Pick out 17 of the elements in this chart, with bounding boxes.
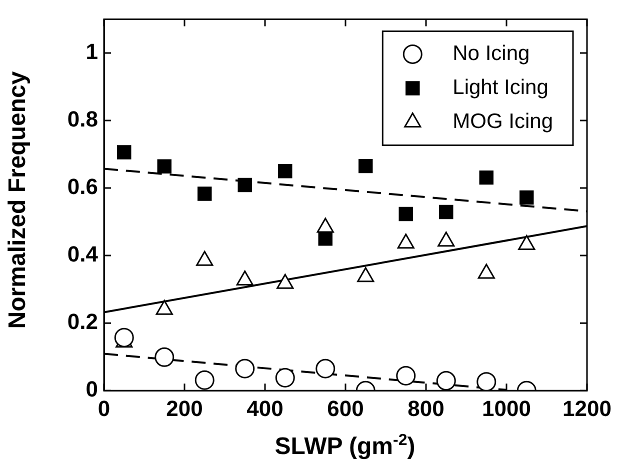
y-tick-label: 0.8 <box>67 106 98 132</box>
y-axis-title: Normalized Frequency <box>4 71 32 329</box>
y-tick-label: 1 <box>86 39 98 64</box>
legend-label: MOG Icing <box>452 110 554 133</box>
x-tick-label: 600 <box>327 396 364 421</box>
x-tick-label: 1200 <box>562 396 612 421</box>
x-tick-label: 400 <box>246 396 284 421</box>
legend-label: Light Icing <box>452 76 548 99</box>
y-tick-label: 0.2 <box>67 309 98 334</box>
x-tick-label: 200 <box>166 396 203 421</box>
x-tick-label: 800 <box>408 396 444 421</box>
y-tick-label: 0 <box>86 376 98 402</box>
legend-label: No Icing <box>452 42 530 65</box>
y-tick-label: 0.4 <box>67 242 99 267</box>
y-tick-label: 0.6 <box>67 174 98 200</box>
x-axis-title: SLWP (gm$^{-2}$) <box>274 432 416 461</box>
x-tick-label: 1000 <box>482 396 531 421</box>
